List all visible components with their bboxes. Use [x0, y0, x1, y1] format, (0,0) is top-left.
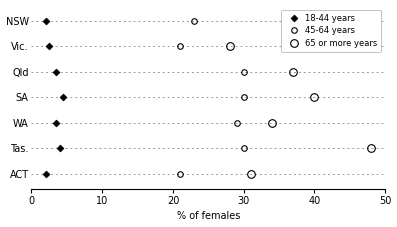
Legend: 18-44 years, 45-64 years, 65 or more years: 18-44 years, 45-64 years, 65 or more yea… [281, 10, 381, 52]
X-axis label: % of females: % of females [177, 211, 240, 222]
